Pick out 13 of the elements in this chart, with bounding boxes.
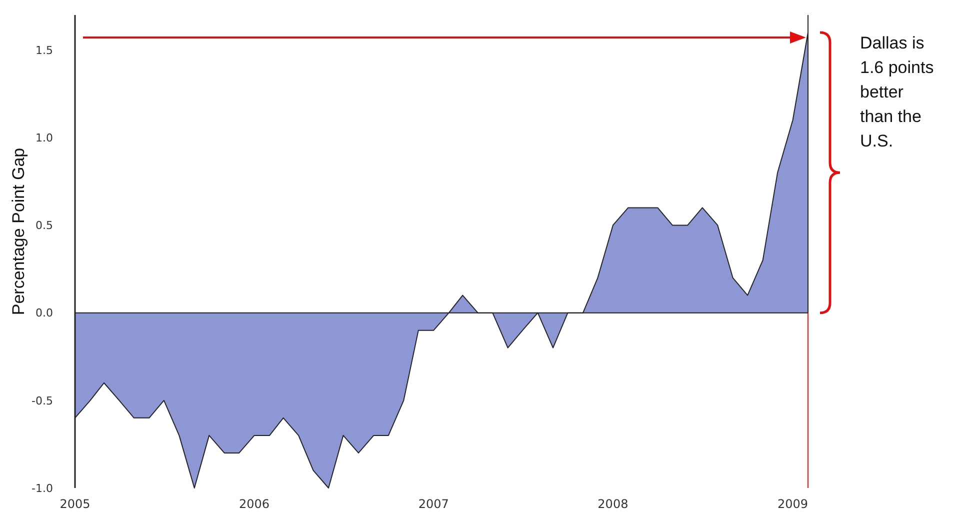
x-tick-label: 2006 [239, 497, 270, 511]
y-tick-label: 0.5 [36, 219, 53, 232]
y-tick-label: 1.0 [36, 131, 53, 144]
x-tick-label: 2005 [60, 497, 90, 511]
x-tick-label: 2009 [777, 497, 808, 511]
y-axis-title: Percentage Point Gap [9, 148, 28, 316]
y-tick-label: -0.5 [32, 394, 53, 408]
y-tick-label: 1.5 [36, 44, 53, 57]
x-tick-label: 2008 [598, 497, 628, 511]
x-tick-label: 2007 [418, 497, 449, 511]
y-tick-label: 0.0 [36, 306, 53, 320]
text: Dallas is 1.6 points better than the U.S. [860, 34, 934, 151]
y-tick-label: -1.0 [32, 482, 53, 495]
